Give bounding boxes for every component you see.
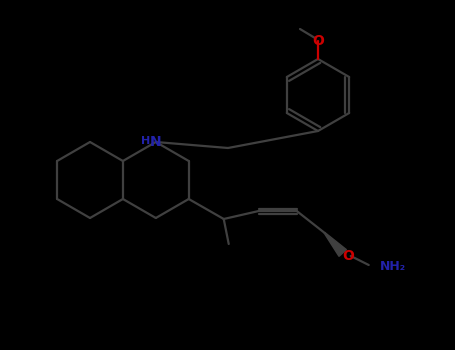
Polygon shape (324, 233, 346, 256)
Text: NH₂: NH₂ (380, 260, 406, 273)
Text: H: H (141, 136, 151, 146)
Text: N: N (150, 135, 162, 149)
Text: O: O (312, 34, 324, 48)
Text: O: O (342, 249, 354, 263)
